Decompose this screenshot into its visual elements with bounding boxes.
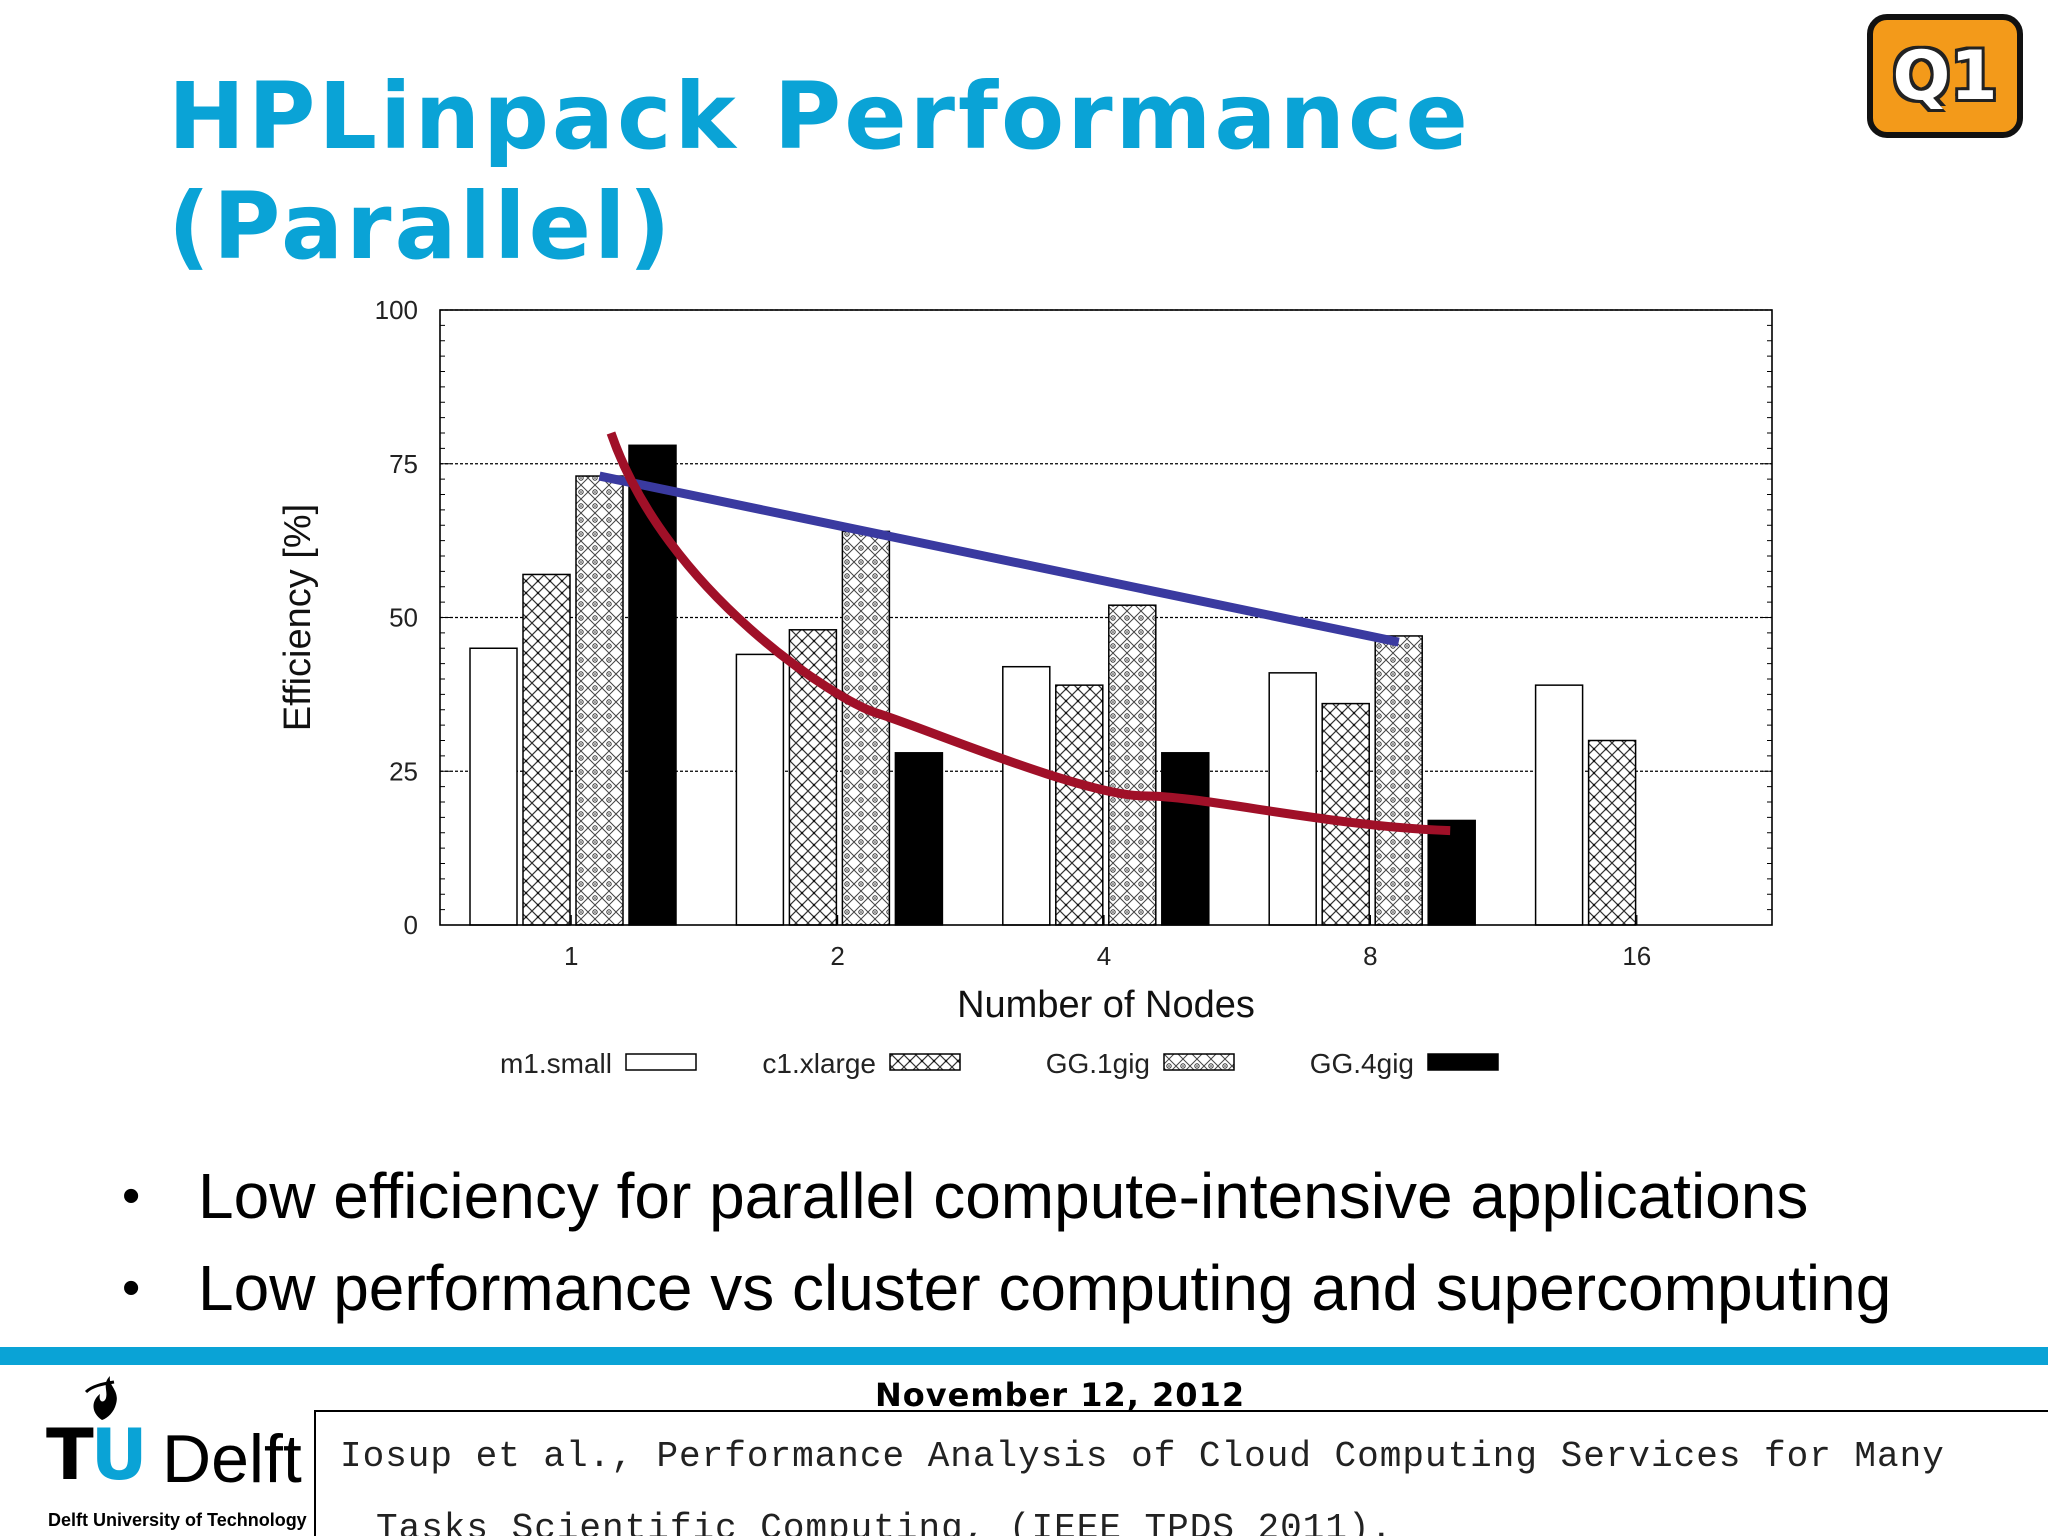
x-tick-label: 16	[1622, 941, 1651, 971]
legend-layer: m1.small c1.xlarge GG.1gig GG.4gig	[500, 1048, 1499, 1079]
bar-GG-4gig-4	[1161, 752, 1210, 926]
flame-icon	[84, 1376, 117, 1420]
citation-box: Iosup et al., Performance Analysis of Cl…	[314, 1410, 2048, 1536]
bullet-text: Low efficiency for parallel compute-inte…	[198, 1160, 1809, 1232]
bar-m1-small-16	[1534, 684, 1584, 926]
legend-swatch-m1-small	[625, 1053, 697, 1071]
bar-GG-1gig-8	[1374, 635, 1423, 926]
bullet-item: • Low performance vs cluster computing a…	[110, 1242, 2030, 1334]
bullet-dot-icon: •	[122, 1167, 141, 1225]
axis-layer: 0 25 50 75 100 1 2 4 8 16 Number of Nodes Efficienc…	[277, 295, 1773, 1026]
efficiency-chart: 0 25 50 75 100 1 2 4 8 16 Number of Nodes Efficienc…	[277, 275, 1800, 1105]
legend-swatch-c1-xlarge	[889, 1053, 961, 1071]
footer-date: November 12, 2012	[875, 1376, 1246, 1414]
legend-label-GG-4gig: GG.4gig	[1310, 1048, 1414, 1079]
legend-label-c1-xlarge: c1.xlarge	[762, 1048, 876, 1079]
y-axis-label: Efficiency [%]	[280, 504, 319, 731]
bullet-dot-icon: •	[122, 1259, 141, 1317]
chart-svg: 0 25 50 75 100 1 2 4 8 16 Number of Nodes Efficienc…	[277, 295, 1773, 1079]
bar-c1-xlarge-4	[1055, 684, 1104, 926]
bar-m1-small-8	[1268, 672, 1317, 926]
trend-line-blue	[598, 471, 1400, 647]
bar-layer	[469, 444, 1637, 926]
q1-badge: Q1	[1867, 14, 2023, 138]
bar-m1-small-1	[469, 647, 518, 926]
logo-delft: Delft	[162, 1421, 302, 1497]
legend-label-GG-1gig: GG.1gig	[1046, 1048, 1150, 1079]
x-tick-label: 8	[1363, 941, 1377, 971]
legend-swatch-GG-4gig	[1427, 1053, 1499, 1071]
x-axis-label: Number of Nodes	[957, 984, 1255, 1026]
y-tick-label: 25	[389, 756, 418, 786]
bar-m1-small-2	[735, 653, 785, 926]
bullet-text: Low performance vs cluster computing and…	[198, 1252, 1892, 1324]
legend-label-m1-small: m1.small	[500, 1048, 612, 1079]
bullet-list: • Low efficiency for parallel compute-in…	[110, 1150, 2030, 1334]
x-tick-label: 2	[830, 941, 844, 971]
logo-tu: TU	[46, 1414, 148, 1496]
logo-university: Delft University of Technology	[48, 1510, 307, 1530]
bullet-item: • Low efficiency for parallel compute-in…	[110, 1150, 2030, 1242]
x-tick-label: 4	[1097, 941, 1111, 971]
bar-m1-small-4	[1002, 665, 1051, 926]
y-tick-label: 0	[404, 910, 418, 940]
bar-GG-1gig-4	[1108, 604, 1157, 926]
logo-u: U	[90, 1414, 148, 1496]
bar-c1-xlarge-8	[1321, 702, 1370, 926]
logo-t: T	[46, 1414, 94, 1496]
x-tick-label: 1	[564, 941, 578, 971]
trend-layer	[598, 431, 1451, 836]
bar-c1-xlarge-1	[522, 573, 571, 926]
legend-swatch-GG-1gig	[1163, 1053, 1235, 1071]
citation-line-1: Iosup et al., Performance Analysis of Cl…	[340, 1436, 1945, 1477]
bar-c1-xlarge-16	[1587, 739, 1637, 926]
bar-GG-4gig-2	[894, 752, 944, 926]
slide-title: HPLinpack Performance (Parallel)	[168, 63, 1471, 280]
bar-GG-4gig-8	[1427, 819, 1476, 926]
bar-GG-1gig-1	[575, 475, 624, 926]
bar-GG-1gig-2	[841, 530, 891, 926]
trend-curve-red	[606, 431, 1451, 836]
y-tick-label: 50	[389, 603, 418, 633]
y-tick-label: 100	[375, 295, 418, 325]
footer-accent-bar	[0, 1347, 2048, 1365]
y-tick-label: 75	[389, 449, 418, 479]
tudelft-logo: TU Delft Delft University of Technology	[44, 1372, 324, 1536]
citation-line-2: Tasks Scientific Computing, (IEEE TPDS 2…	[376, 1508, 1394, 1536]
